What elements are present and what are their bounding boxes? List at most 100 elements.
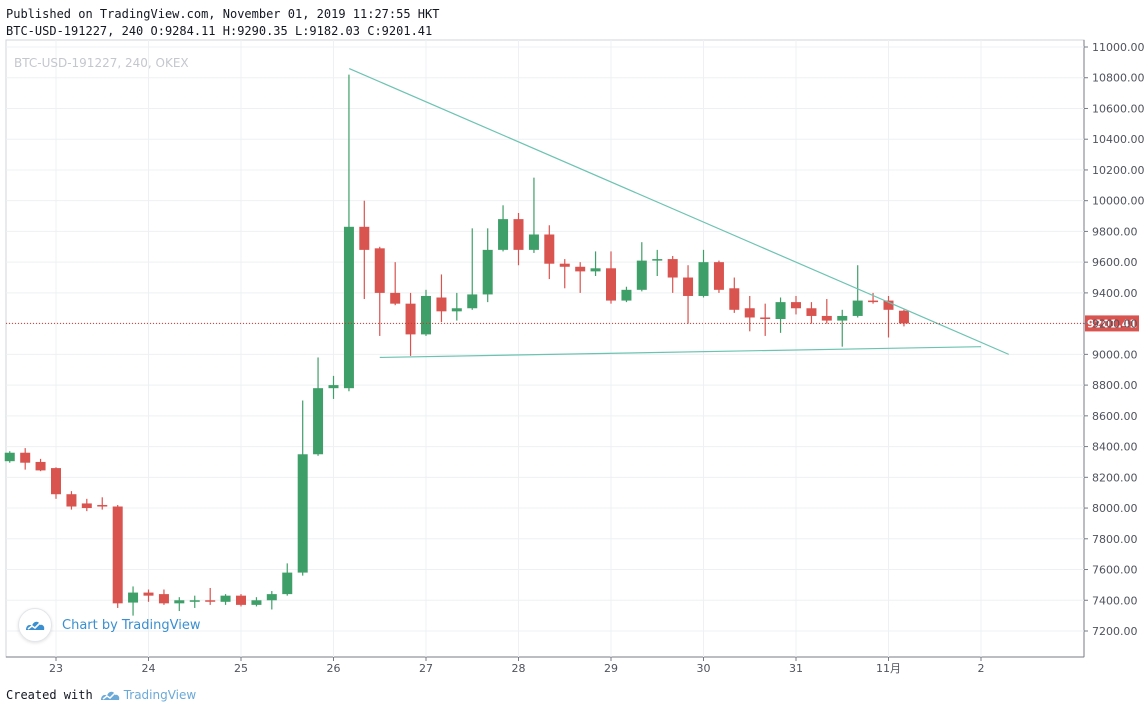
candle-body: [760, 317, 771, 320]
trendline: [348, 67, 1009, 355]
y-tick-label: 10600.00: [1092, 102, 1145, 115]
candle: [729, 277, 740, 313]
y-tick-label: 9600.00: [1092, 256, 1138, 269]
candle-body: [528, 234, 539, 250]
y-tick-label: 9400.00: [1092, 287, 1138, 300]
trendline: [379, 346, 982, 359]
current-price-line: 9201.41: [6, 315, 1139, 332]
candle: [405, 292, 416, 356]
y-tick-label: 8000.00: [1092, 502, 1138, 515]
candle: [775, 297, 786, 333]
candle-body: [806, 308, 817, 316]
candle: [4, 451, 15, 463]
candle: [20, 448, 31, 470]
candle: [482, 228, 493, 303]
candle-body: [266, 594, 277, 601]
y-tick-label: 10800.00: [1092, 72, 1145, 85]
candle: [297, 400, 308, 576]
price-label: 9201.41: [1087, 317, 1137, 330]
candle-body: [251, 600, 262, 605]
y-tick-label: 10200.00: [1092, 164, 1145, 177]
candle: [266, 591, 277, 610]
candle: [390, 262, 401, 306]
candle-body: [868, 300, 879, 303]
tradingview-badge[interactable]: Chart by TradingView: [18, 608, 200, 642]
y-tick-label: 8200.00: [1092, 471, 1138, 484]
candle-body: [220, 595, 231, 602]
candle: [806, 302, 817, 324]
candle-body: [174, 600, 185, 604]
candle-body: [575, 266, 586, 272]
candle-body: [51, 468, 61, 495]
tradingview-logo-icon: [18, 608, 52, 642]
candle-body: [667, 259, 678, 278]
watermark: BTC-USD-191227, 240, OKEX: [14, 56, 189, 70]
candle: [436, 274, 447, 323]
candle: [359, 200, 370, 300]
x-tick-label: 30: [697, 662, 711, 675]
candle-body: [97, 504, 108, 507]
candle-body: [513, 219, 524, 250]
candle: [51, 467, 61, 499]
candle-body: [189, 600, 200, 602]
grid-lines: [6, 40, 1084, 657]
candle: [837, 309, 848, 347]
candle: [667, 256, 678, 293]
y-tick-label: 7800.00: [1092, 533, 1138, 546]
y-tick-label: 10000.00: [1092, 195, 1145, 208]
y-tick-label: 9000.00: [1092, 348, 1138, 361]
candle-body: [20, 452, 31, 463]
candle-body: [698, 262, 709, 296]
candle: [143, 589, 154, 602]
trendlines: [348, 67, 1009, 359]
candle: [621, 286, 632, 303]
candle: [760, 303, 771, 336]
candle: [374, 246, 385, 336]
candle: [421, 289, 431, 336]
candle: [313, 357, 324, 456]
candle: [744, 295, 755, 332]
candle: [821, 299, 832, 324]
price-label-box: [1085, 315, 1139, 332]
x-tick-label: 24: [142, 662, 156, 675]
candle: [713, 260, 724, 293]
x-tick-label: 28: [512, 662, 526, 675]
published-line: Published on TradingView.com, November 0…: [6, 7, 440, 21]
candle-body: [436, 297, 447, 312]
y-tick-label: 7200.00: [1092, 625, 1138, 638]
candle-body: [390, 292, 401, 304]
y-tick-label: 8600.00: [1092, 410, 1138, 423]
candle-body: [297, 454, 308, 573]
candle-body: [652, 259, 663, 261]
y-tick-label: 10400.00: [1092, 133, 1145, 146]
candles: [4, 74, 909, 616]
candle-body: [744, 308, 755, 318]
x-tick-label: 27: [419, 662, 433, 675]
tradingview-cloud-icon: [100, 691, 119, 700]
candle-body: [158, 594, 169, 604]
candle-body: [621, 289, 632, 301]
candle: [81, 498, 92, 512]
candle: [35, 458, 46, 472]
ohlc-line: BTC-USD-191227, 240 O:9284.11 H:9290.35 …: [6, 24, 433, 38]
plot-area[interactable]: [5, 39, 1085, 658]
candle-body: [128, 592, 139, 603]
candle: [189, 595, 200, 608]
candle: [66, 491, 77, 510]
candle-body: [837, 315, 848, 321]
candle: [236, 594, 246, 607]
candle-body: [313, 388, 324, 455]
candle: [451, 292, 462, 321]
price-axis[interactable]: 7200.00 7400.00 7600.00 7800.00 8000.00 8200.…: [1084, 41, 1145, 638]
candle-body: [405, 303, 416, 335]
candle-body: [328, 385, 339, 389]
candle-body: [898, 310, 909, 324]
footer: Created with TradingView: [6, 688, 196, 702]
footer-brand[interactable]: TradingView: [99, 688, 196, 702]
candle: [467, 228, 478, 310]
candle-body: [4, 452, 15, 462]
candle: [683, 265, 694, 324]
candle: [220, 594, 231, 605]
time-axis[interactable]: 23 24 25 26 27 28 29 30 31 11月 2: [49, 657, 985, 675]
